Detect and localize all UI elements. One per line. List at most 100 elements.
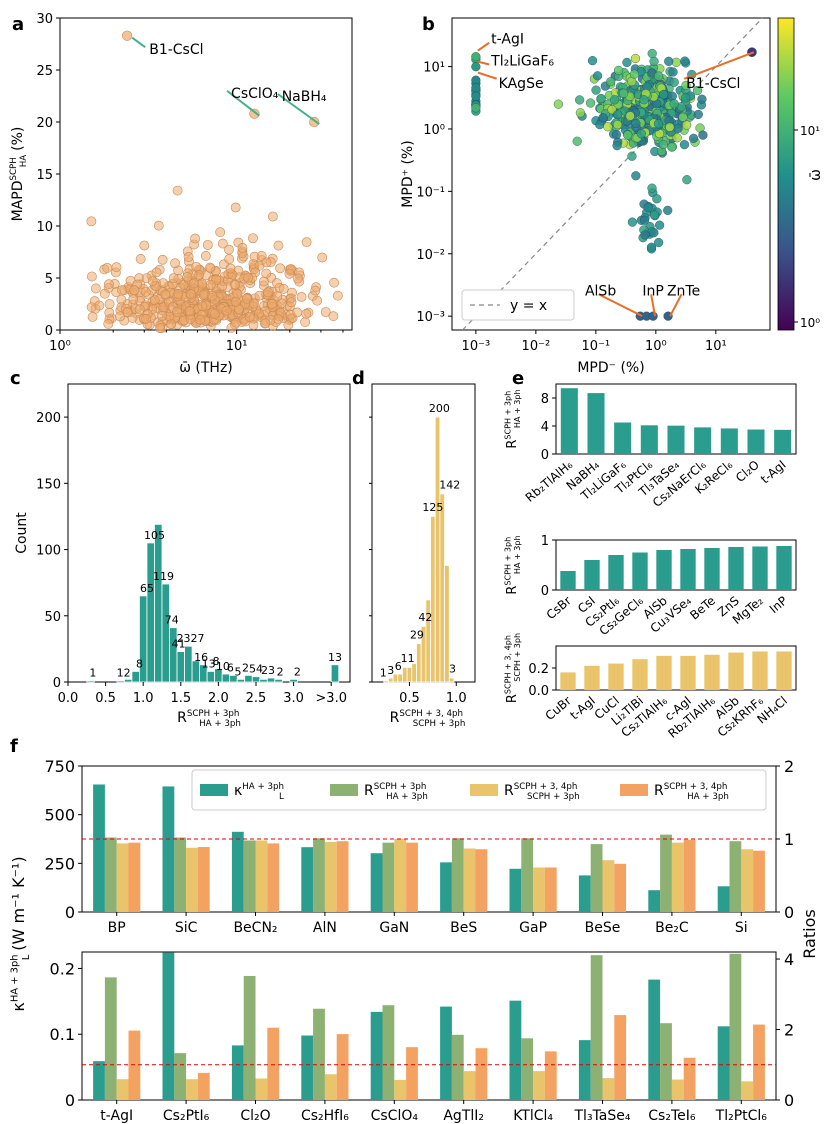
y-tick-label: 10⁻²	[416, 248, 445, 263]
y-tick-label: 10	[36, 220, 53, 235]
scatter-point	[669, 99, 679, 109]
bar	[614, 422, 632, 454]
bar-series-1	[174, 837, 187, 912]
bar	[680, 549, 696, 590]
legend-label-sup: SCPH + 3, 4ph	[514, 782, 578, 792]
scatter-point	[639, 215, 650, 225]
histogram-bar	[131, 671, 140, 683]
legend-label-sup: HA + 3ph	[242, 782, 284, 792]
scatter-point	[104, 299, 115, 309]
scatter-point	[173, 288, 184, 299]
scatter-point	[653, 71, 664, 81]
bar-series-1	[313, 1008, 325, 1100]
scatter-point	[665, 122, 675, 132]
x-tick-label: 0.0	[58, 691, 79, 706]
bar-series-0	[717, 1026, 730, 1100]
histogram-bar	[176, 651, 185, 683]
bar-series-2	[324, 841, 337, 912]
scatter-point	[471, 62, 481, 72]
annotation-line	[477, 60, 490, 66]
legend-label-main: κ	[234, 783, 242, 799]
scatter-point	[205, 262, 215, 273]
bar-series-0	[578, 1040, 591, 1100]
panel-e: eRb₂TlAlH₆NaBH₄Tl₂LiGaF₆Tl₂PtCl₆Tl₃TaSe₄…	[504, 368, 797, 741]
legend-label: y = x	[510, 298, 547, 314]
bar	[560, 571, 576, 590]
scatter-point	[663, 205, 673, 215]
x-tick-label: 0.5	[399, 691, 420, 706]
scatter-point	[190, 233, 200, 244]
bar-series-2	[324, 1074, 337, 1100]
bar-series-1	[590, 955, 603, 1100]
y-axis-label-left-sup: HA + 3ph	[9, 954, 20, 1002]
bar-label: 3	[387, 664, 394, 677]
category-label: CsClO₄	[371, 1108, 419, 1124]
bar	[667, 425, 685, 454]
bar	[584, 665, 600, 690]
scatter-point	[225, 263, 236, 274]
category-label: BeCN₂	[233, 920, 277, 936]
y-axis-label-sub: HA	[19, 155, 29, 168]
scatter-point	[241, 293, 252, 304]
y-axis-label-sub: HA + 3ph	[513, 389, 522, 428]
bar-series-1	[729, 953, 742, 1100]
category-label: t-AgI	[567, 694, 598, 723]
scatter-point	[682, 175, 692, 185]
scatter-point	[667, 142, 677, 152]
scatter-point	[679, 140, 690, 150]
bar-series-1	[451, 838, 464, 912]
bar-series-3	[406, 842, 418, 912]
bar-series-1	[243, 840, 256, 912]
scatter-point	[243, 272, 254, 283]
y-tick-label: 30	[36, 12, 53, 27]
histogram-bar	[161, 583, 170, 683]
y-axis-label: RSCPH + 3phHA + 3ph	[504, 389, 522, 448]
histogram-bar	[221, 673, 231, 683]
y-tick-label: 0	[45, 324, 53, 339]
scatter-point	[230, 202, 241, 213]
bar-series-1	[104, 837, 117, 912]
histogram-bar	[289, 678, 298, 683]
scatter-point	[209, 308, 220, 319]
panel-f-axes-frame	[81, 951, 777, 1101]
bar-series-3	[683, 839, 696, 912]
x-tick-label: 10⁻³	[462, 339, 491, 354]
bar-series-3	[475, 849, 488, 912]
scatter-point	[646, 242, 657, 252]
bar-series-2	[602, 860, 615, 912]
scatter-point	[151, 267, 162, 278]
panel-c-axes-frame	[67, 383, 351, 683]
scatter-point	[697, 94, 707, 104]
scatter-point	[622, 57, 632, 68]
y-tick-label: 20	[36, 116, 53, 131]
scatter-point	[158, 278, 169, 289]
colorbar	[777, 17, 795, 331]
bar-series-2	[671, 1079, 684, 1100]
annotation-label: Tl₂LiGaF₆	[490, 54, 554, 70]
x-tick-label: 2.0	[208, 691, 229, 706]
bar-series-3	[197, 847, 210, 912]
bar-series-2	[116, 843, 129, 912]
scatter-point	[681, 93, 691, 103]
panel-letter-e: e	[512, 368, 524, 389]
scatter-point	[248, 233, 258, 244]
category-label: Cs₂PtI₆	[163, 1108, 210, 1124]
scatter-point	[603, 122, 613, 132]
legend-label: RSCPH + 3, 4ph SCPH + 3ph	[504, 782, 580, 802]
identity-line	[462, 17, 763, 331]
scatter-point	[627, 151, 637, 161]
annotation-label: InP	[642, 283, 663, 299]
scatter-point	[261, 268, 272, 279]
scatter-point	[332, 290, 343, 301]
scatter-point	[261, 257, 272, 268]
scatter-point	[301, 308, 312, 319]
histogram-bar	[116, 680, 125, 683]
scatter-point	[639, 95, 649, 105]
histogram-bar	[411, 663, 417, 683]
legend-box	[461, 289, 575, 321]
bar-label: 13	[202, 657, 216, 670]
scatter-point	[317, 252, 328, 263]
bar-series-3	[475, 1048, 488, 1100]
bar-series-1	[590, 844, 603, 912]
